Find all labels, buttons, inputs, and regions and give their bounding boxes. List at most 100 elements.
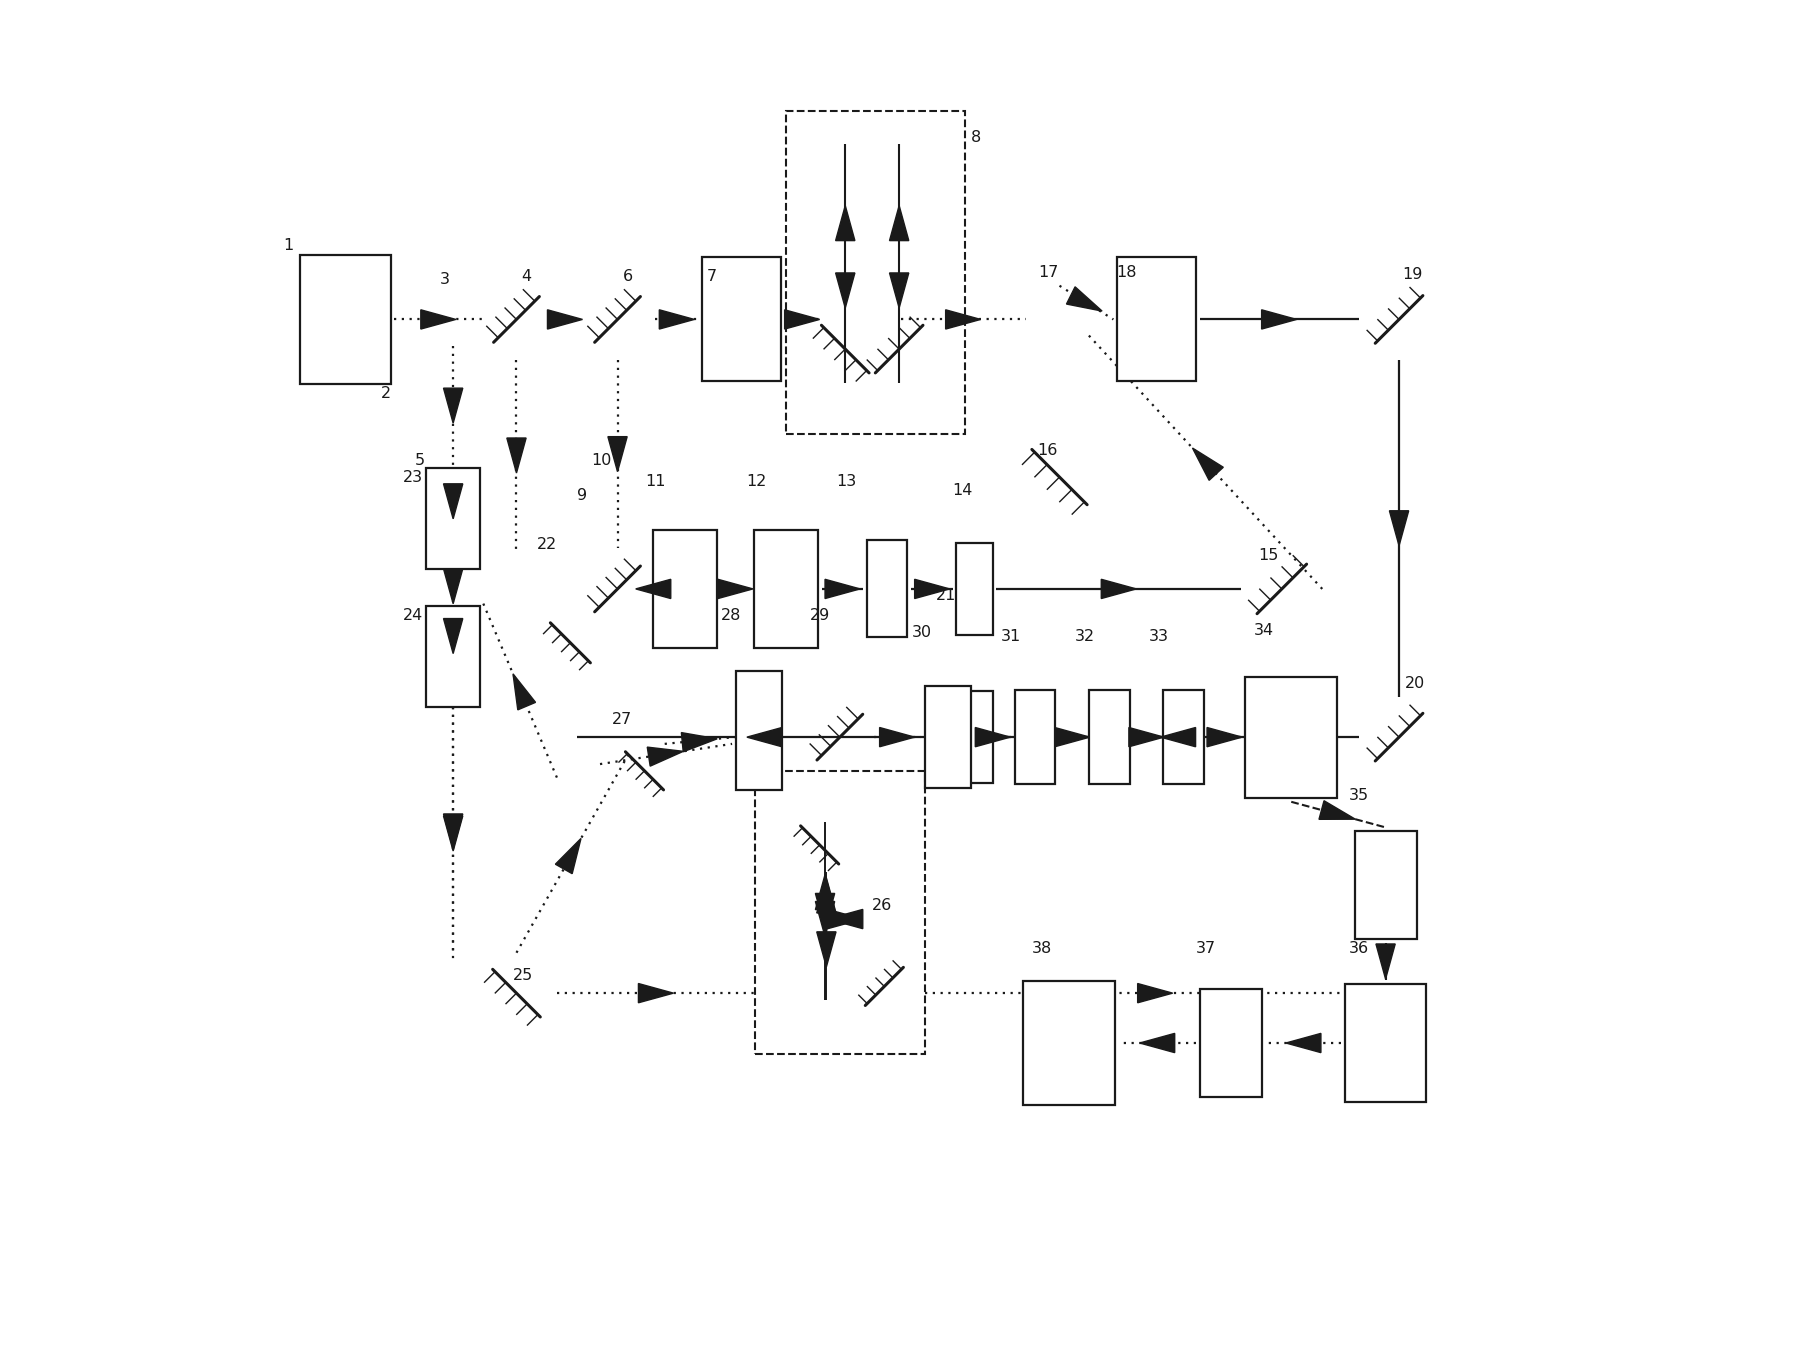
Polygon shape bbox=[659, 310, 695, 329]
Text: 32: 32 bbox=[1075, 629, 1095, 644]
Polygon shape bbox=[636, 579, 670, 598]
Bar bbox=[427, 468, 481, 570]
Polygon shape bbox=[816, 874, 834, 909]
Bar bbox=[753, 529, 818, 648]
Polygon shape bbox=[879, 728, 915, 747]
Bar bbox=[924, 686, 971, 789]
Text: 25: 25 bbox=[513, 969, 533, 984]
Text: 37: 37 bbox=[1196, 942, 1216, 957]
Bar bbox=[1016, 690, 1055, 785]
Bar bbox=[1163, 690, 1203, 785]
Polygon shape bbox=[1160, 728, 1196, 747]
Polygon shape bbox=[443, 568, 463, 603]
Polygon shape bbox=[1376, 944, 1396, 980]
Bar bbox=[1345, 984, 1426, 1103]
Polygon shape bbox=[915, 579, 949, 598]
Text: 20: 20 bbox=[1405, 675, 1425, 691]
Text: 14: 14 bbox=[953, 483, 973, 498]
Bar bbox=[1246, 676, 1336, 798]
Text: 10: 10 bbox=[591, 453, 612, 468]
Polygon shape bbox=[946, 310, 982, 329]
Polygon shape bbox=[890, 206, 910, 241]
Text: 24: 24 bbox=[403, 609, 423, 624]
Text: 27: 27 bbox=[612, 712, 632, 727]
Polygon shape bbox=[719, 579, 753, 598]
Polygon shape bbox=[1286, 1034, 1320, 1053]
Polygon shape bbox=[1129, 728, 1163, 747]
Polygon shape bbox=[818, 878, 836, 913]
Text: 28: 28 bbox=[720, 609, 740, 624]
Text: 4: 4 bbox=[520, 269, 531, 284]
Polygon shape bbox=[1140, 1034, 1174, 1053]
Polygon shape bbox=[609, 437, 627, 472]
Polygon shape bbox=[825, 579, 861, 598]
Bar bbox=[1199, 989, 1263, 1097]
Polygon shape bbox=[647, 747, 683, 766]
Polygon shape bbox=[548, 310, 582, 329]
Text: 7: 7 bbox=[706, 269, 717, 284]
Text: 1: 1 bbox=[283, 238, 294, 253]
Polygon shape bbox=[1100, 579, 1136, 598]
Bar bbox=[866, 540, 908, 637]
Polygon shape bbox=[836, 206, 855, 241]
Polygon shape bbox=[747, 728, 782, 747]
Polygon shape bbox=[1192, 448, 1223, 480]
Text: 35: 35 bbox=[1349, 787, 1369, 802]
Bar bbox=[1023, 981, 1115, 1105]
Bar bbox=[956, 543, 994, 635]
Polygon shape bbox=[1055, 728, 1090, 747]
Bar bbox=[755, 771, 924, 1054]
Polygon shape bbox=[1066, 287, 1102, 311]
Bar bbox=[702, 257, 780, 382]
Text: 9: 9 bbox=[578, 488, 587, 503]
Text: 13: 13 bbox=[836, 474, 857, 488]
Text: 6: 6 bbox=[623, 269, 634, 284]
Bar bbox=[299, 254, 391, 384]
Bar bbox=[785, 111, 965, 434]
Text: 31: 31 bbox=[1001, 629, 1021, 644]
Bar bbox=[427, 606, 481, 706]
Polygon shape bbox=[1389, 511, 1408, 545]
Polygon shape bbox=[443, 618, 463, 653]
Text: 22: 22 bbox=[537, 537, 558, 552]
Polygon shape bbox=[443, 816, 463, 851]
Text: 38: 38 bbox=[1032, 942, 1052, 957]
Text: 5: 5 bbox=[414, 453, 425, 468]
Polygon shape bbox=[828, 909, 863, 928]
Polygon shape bbox=[555, 839, 582, 874]
Polygon shape bbox=[638, 984, 674, 1003]
Bar bbox=[1354, 832, 1417, 939]
Polygon shape bbox=[785, 310, 819, 329]
Polygon shape bbox=[816, 901, 834, 936]
Text: 19: 19 bbox=[1403, 268, 1423, 283]
Text: 29: 29 bbox=[809, 609, 830, 624]
Polygon shape bbox=[1318, 801, 1356, 820]
Polygon shape bbox=[1138, 984, 1172, 1003]
Text: 16: 16 bbox=[1037, 442, 1057, 457]
Text: 33: 33 bbox=[1149, 629, 1169, 644]
Text: 21: 21 bbox=[937, 589, 956, 603]
Bar bbox=[956, 691, 994, 783]
Bar bbox=[1117, 257, 1196, 382]
Text: 2: 2 bbox=[380, 386, 391, 400]
Text: 34: 34 bbox=[1253, 624, 1275, 639]
Polygon shape bbox=[506, 438, 526, 474]
Text: 36: 36 bbox=[1349, 942, 1369, 957]
Polygon shape bbox=[681, 732, 717, 752]
Polygon shape bbox=[816, 893, 834, 928]
Bar bbox=[652, 529, 717, 648]
Bar bbox=[737, 671, 782, 790]
Text: 17: 17 bbox=[1039, 265, 1059, 280]
Bar bbox=[1090, 690, 1129, 785]
Polygon shape bbox=[421, 310, 456, 329]
Text: 30: 30 bbox=[911, 625, 933, 640]
Text: 23: 23 bbox=[403, 469, 423, 484]
Text: 3: 3 bbox=[439, 272, 450, 287]
Polygon shape bbox=[513, 674, 535, 710]
Polygon shape bbox=[836, 273, 855, 308]
Polygon shape bbox=[443, 484, 463, 518]
Polygon shape bbox=[828, 909, 863, 928]
Text: 26: 26 bbox=[872, 898, 891, 913]
Text: 8: 8 bbox=[971, 130, 982, 145]
Polygon shape bbox=[818, 932, 836, 967]
